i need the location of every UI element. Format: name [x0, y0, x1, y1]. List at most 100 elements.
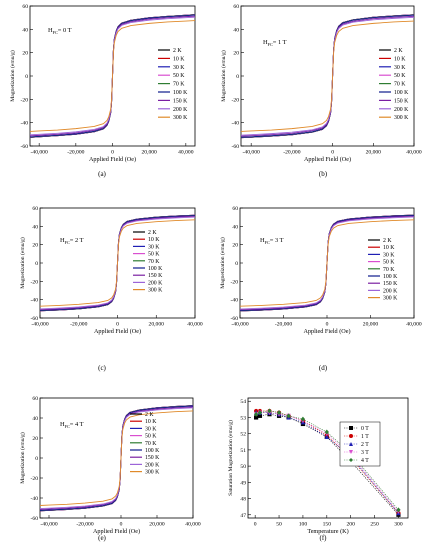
y-tick-label: 60	[233, 4, 239, 10]
legend-label: 50 K	[383, 260, 395, 266]
legend-label: 300 K	[148, 288, 163, 294]
legend-label: 70 K	[383, 267, 395, 273]
legend-label: 30 K	[148, 244, 160, 250]
legend-marker	[349, 426, 353, 430]
series-line	[40, 219, 195, 307]
data-point	[267, 408, 272, 414]
x-tick-label: 40,000	[406, 150, 422, 156]
x-tick-label: 200	[346, 522, 355, 528]
data-point	[254, 415, 259, 420]
panel-c: -40,000 -20,000 0 20,000 40,000 -60 -40 -20 0 20 4…	[19, 206, 203, 372]
field-annotation: HFC= 1 T	[263, 39, 287, 47]
panel-f: 0 50 100 150 200 250 300 47 48 49 50 51 52 53 54 Temper…	[227, 397, 409, 542]
y-tick-label: 0	[236, 74, 239, 80]
x-axis-title: Applied Field (Oe)	[93, 528, 140, 535]
x-tick-label: -40,000	[40, 522, 57, 528]
x-tick-label: 0	[116, 322, 119, 328]
plot-frame	[39, 397, 194, 519]
y-tick-label: -60	[21, 144, 29, 150]
legend-label: 10 K	[148, 237, 160, 243]
panel-a: -40,000 -20,000 0 20,000 40,000 -60 -40 -20 0 20 4…	[9, 4, 196, 178]
y-tick-label: -60	[231, 316, 239, 322]
x-tick-label: -20,000	[70, 322, 87, 328]
legend-label: 2 K	[173, 48, 182, 54]
legend-box	[339, 421, 381, 467]
data-point	[300, 416, 306, 422]
legend-marker	[349, 442, 353, 446]
data-point	[286, 413, 291, 419]
legend-label: 200 K	[383, 288, 398, 294]
x-axis-title: Applied Field (Oe)	[303, 328, 350, 335]
legend-label: 150 K	[383, 281, 398, 287]
data-point	[254, 411, 259, 417]
y-tick-label: 48	[240, 497, 246, 503]
field-annotation: HFC= 0 T	[48, 27, 72, 35]
legend-label: 1 T	[361, 434, 369, 440]
y-tick-label: 60	[232, 206, 238, 212]
y-tick-label: 51	[240, 448, 246, 454]
legend-label: 200 K	[145, 462, 160, 468]
x-tick-label: -20,000	[76, 522, 93, 528]
x-tick-label: 40,000	[185, 522, 201, 528]
y-tick-label: -40	[31, 496, 39, 502]
y-tick-label: 20	[22, 51, 28, 57]
x-tick-label: 0	[111, 150, 114, 156]
legend-label: 4 T	[361, 458, 369, 464]
x-tick-label: -40,000	[243, 150, 260, 156]
x-tick-label: 150	[323, 522, 332, 528]
y-tick-label: -20	[232, 97, 240, 103]
x-tick-label: 250	[370, 522, 379, 528]
y-tick-label: 40	[32, 416, 38, 422]
legend-label: 2 K	[145, 412, 154, 418]
y-axis-title: Magnetization (emu/g)	[9, 50, 16, 102]
panel-label: (c)	[98, 364, 106, 372]
legend-label: 300 K	[145, 470, 160, 476]
x-tick-label: 50	[276, 522, 282, 528]
panel-label: (e)	[98, 534, 106, 542]
x-tick-label: 40,000	[187, 322, 203, 328]
series-line	[240, 219, 414, 307]
y-axis-title: Magnetization (emu/g)	[19, 237, 26, 289]
x-tick-label: -40,000	[31, 150, 48, 156]
legend-label: 150 K	[145, 455, 160, 461]
legend-label: 70 K	[148, 259, 160, 265]
x-tick-label: -20,000	[275, 322, 292, 328]
y-tick-label: 0	[35, 261, 38, 267]
y-tick-label: -40	[31, 298, 39, 304]
series-line	[241, 20, 414, 132]
y-tick-label: 20	[233, 51, 239, 57]
plot-frame	[240, 5, 415, 147]
y-tick-label: 0	[235, 261, 238, 267]
field-annotation: HFC= 4 T	[60, 421, 84, 429]
panel-label: (d)	[319, 364, 328, 372]
legend-marker	[349, 434, 353, 438]
legend-label: 10 K	[173, 56, 185, 62]
series-line	[40, 410, 193, 506]
y-tick-label: 47	[240, 513, 246, 519]
legend-label: 200 K	[148, 280, 163, 286]
legend-label: 50 K	[173, 73, 185, 79]
legend-label: 30 K	[173, 65, 185, 71]
x-tick-label: 0	[120, 522, 123, 528]
y-tick-label: 40	[233, 27, 239, 33]
x-tick-label: 20,000	[363, 322, 379, 328]
y-tick-label: -20	[231, 279, 239, 285]
y-tick-label: -60	[232, 144, 240, 150]
legend-label: 100 K	[148, 266, 163, 272]
y-axis-title: Magnetization (emu/g)	[220, 50, 227, 102]
y-tick-label: -40	[232, 121, 240, 127]
x-tick-label: 0	[331, 150, 334, 156]
legend-label: 10 K	[145, 419, 157, 425]
legend-label: 50 K	[148, 252, 160, 258]
y-tick-label: 49	[240, 480, 246, 486]
legend-label: 100 K	[145, 448, 160, 454]
legend-label: 10 K	[394, 56, 406, 62]
x-tick-label: 300	[394, 522, 403, 528]
y-tick-label: -20	[31, 476, 39, 482]
plot-frame	[247, 397, 409, 519]
field-annotation: HFC= 3 T	[260, 237, 284, 245]
legend-label: 150 K	[148, 273, 163, 279]
y-tick-label: -20	[31, 279, 39, 285]
y-tick-label: 40	[22, 27, 28, 33]
